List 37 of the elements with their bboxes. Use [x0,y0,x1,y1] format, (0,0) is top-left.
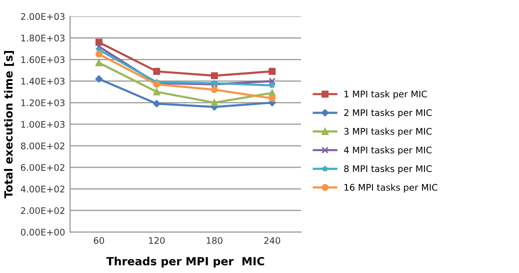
y-tick-label: 1.40E+03 [21,78,64,85]
point [268,94,276,102]
x-tick-label: 120 [149,237,165,244]
point [95,50,102,58]
legend-label: 1 MPI task per MIC [344,90,427,100]
x-axis-title: Threads per MPI per MIC [106,256,264,268]
point [153,68,160,75]
point [210,99,218,106]
point [268,82,276,88]
y-tick-label: 8.00E+02 [20,142,64,150]
y-tick-label: 0.00E+00 [20,228,65,236]
y-tick-label: 2.00E+03 [21,13,64,20]
point [95,43,102,50]
legend-label: 2 MPI tasks per MIC [344,109,432,118]
legend-label: 8 MPI tasks per MIC [344,165,432,174]
y-axis-title: Total execution time [s] [4,50,14,198]
point [95,59,102,66]
point [153,88,160,96]
legend-label: 16 MPI tasks per MIC [344,184,438,193]
x-tick-label: 60 [94,237,104,244]
point [210,86,218,94]
point [210,72,218,80]
x-tick-label: 240 [264,237,280,244]
y-tick-label: 1.60E+03 [21,56,64,64]
y-tick-label: 1.00E+03 [21,120,64,128]
point [268,78,276,85]
x-tick-label: 180 [206,237,222,244]
legend-label: 3 MPI tasks per MIC [344,128,432,137]
y-tick-label: 4.00E+02 [20,186,64,192]
point [153,100,160,108]
y-tick-label: 2.00E+02 [21,207,64,214]
y-tick-label: 1.80E+03 [21,34,64,42]
legend-label: 4 MPI tasks per MIC [344,146,432,156]
point [95,75,103,83]
y-tick-label: 6.00E+02 [20,164,64,171]
y-tick-label: 1.20E+03 [21,99,64,106]
point [268,68,276,75]
